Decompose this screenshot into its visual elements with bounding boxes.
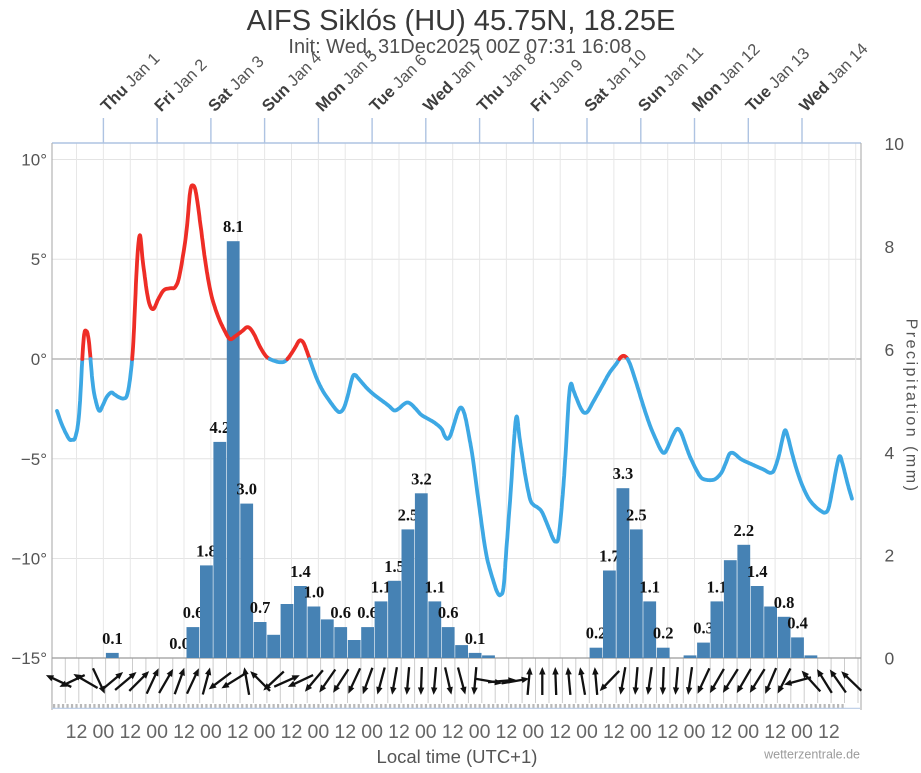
svg-text:12: 12 <box>442 721 464 743</box>
svg-text:00: 00 <box>737 721 759 743</box>
svg-text:3.0: 3.0 <box>236 480 257 499</box>
svg-text:0.6: 0.6 <box>183 603 204 622</box>
svg-text:1.0: 1.0 <box>304 583 325 602</box>
svg-text:1.1: 1.1 <box>371 577 392 596</box>
svg-text:00: 00 <box>684 721 706 743</box>
svg-text:0.4: 0.4 <box>787 613 808 632</box>
svg-text:12: 12 <box>764 721 786 743</box>
svg-text:00: 00 <box>254 721 276 743</box>
svg-text:0.8: 0.8 <box>774 593 795 612</box>
svg-text:12: 12 <box>496 721 518 743</box>
svg-text:2.2: 2.2 <box>733 521 754 540</box>
svg-text:12: 12 <box>711 721 733 743</box>
svg-text:−5°: −5° <box>21 450 47 469</box>
svg-text:0.6: 0.6 <box>438 603 459 622</box>
svg-text:0.3: 0.3 <box>693 619 714 638</box>
svg-text:0.6: 0.6 <box>357 603 378 622</box>
svg-text:0.1: 0.1 <box>465 629 486 648</box>
svg-text:4.2: 4.2 <box>209 418 230 437</box>
svg-text:0.7: 0.7 <box>250 598 271 617</box>
svg-text:0: 0 <box>885 649 895 669</box>
svg-text:00: 00 <box>415 721 437 743</box>
svg-text:0.2: 0.2 <box>653 624 674 643</box>
svg-text:12: 12 <box>818 721 840 743</box>
svg-text:Precipitation (mm): Precipitation (mm) <box>903 319 920 494</box>
svg-text:12: 12 <box>657 721 679 743</box>
svg-text:00: 00 <box>146 721 168 743</box>
svg-text:−10°: −10° <box>11 550 47 569</box>
svg-text:12: 12 <box>173 721 195 743</box>
svg-text:12: 12 <box>603 721 625 743</box>
svg-text:8: 8 <box>885 237 895 257</box>
svg-text:5°: 5° <box>31 250 47 269</box>
svg-text:0.6: 0.6 <box>330 603 351 622</box>
svg-text:12: 12 <box>66 721 88 743</box>
svg-text:12: 12 <box>388 721 410 743</box>
svg-text:10°: 10° <box>21 151 47 170</box>
svg-text:1.4: 1.4 <box>747 562 768 581</box>
svg-text:AIFS Siklós (HU) 45.75N, 18.25: AIFS Siklós (HU) 45.75N, 18.25E <box>247 5 676 37</box>
svg-text:0.1: 0.1 <box>102 629 123 648</box>
svg-text:2: 2 <box>885 546 895 566</box>
svg-text:1.7: 1.7 <box>599 547 620 566</box>
svg-text:6: 6 <box>885 340 895 360</box>
svg-text:00: 00 <box>791 721 813 743</box>
svg-text:00: 00 <box>93 721 115 743</box>
svg-text:00: 00 <box>361 721 383 743</box>
svg-text:1.4: 1.4 <box>290 562 311 581</box>
svg-text:12: 12 <box>334 721 356 743</box>
svg-text:1.1: 1.1 <box>639 577 660 596</box>
svg-text:Local time (UTC+1): Local time (UTC+1) <box>377 746 538 767</box>
svg-text:00: 00 <box>469 721 491 743</box>
svg-text:1.1: 1.1 <box>424 577 445 596</box>
svg-text:0.0: 0.0 <box>169 634 190 653</box>
svg-text:2.5: 2.5 <box>398 505 419 524</box>
svg-text:00: 00 <box>308 721 330 743</box>
svg-text:12: 12 <box>549 721 571 743</box>
svg-text:wetterzentrale.de: wetterzentrale.de <box>763 748 860 762</box>
svg-text:10: 10 <box>885 134 905 154</box>
svg-text:12: 12 <box>227 721 249 743</box>
svg-text:0°: 0° <box>31 350 47 369</box>
svg-text:1.8: 1.8 <box>196 541 217 560</box>
svg-text:1.1: 1.1 <box>707 577 728 596</box>
svg-text:Init: Wed, 31Dec2025 00Z 07:31: Init: Wed, 31Dec2025 00Z 07:31 16:08 <box>288 36 631 58</box>
svg-text:3.3: 3.3 <box>613 464 634 483</box>
svg-text:00: 00 <box>200 721 222 743</box>
svg-text:12: 12 <box>281 721 303 743</box>
svg-text:00: 00 <box>522 721 544 743</box>
svg-text:1.5: 1.5 <box>384 557 405 576</box>
svg-text:00: 00 <box>576 721 598 743</box>
svg-text:0.2: 0.2 <box>586 624 607 643</box>
svg-text:2.5: 2.5 <box>626 505 647 524</box>
svg-text:8.1: 8.1 <box>223 217 244 236</box>
svg-text:3.2: 3.2 <box>411 469 432 488</box>
svg-text:4: 4 <box>885 443 895 463</box>
svg-text:−15°: −15° <box>11 649 47 668</box>
svg-text:00: 00 <box>630 721 652 743</box>
svg-text:12: 12 <box>119 721 141 743</box>
